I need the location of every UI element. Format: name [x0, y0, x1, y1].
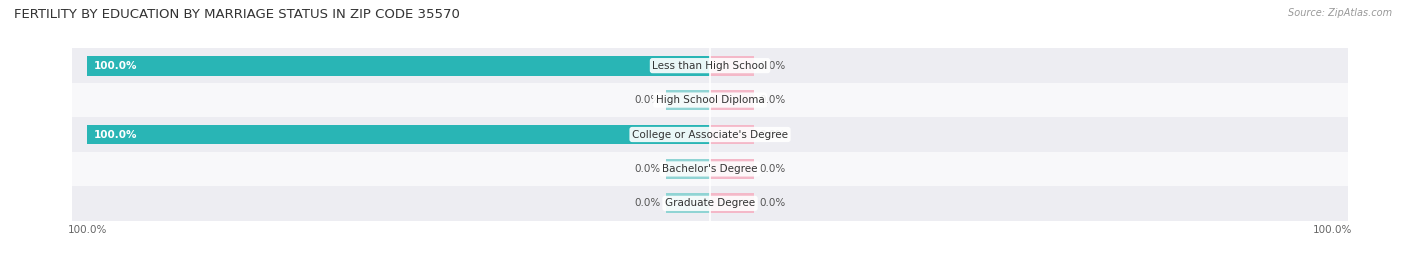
Text: Source: ZipAtlas.com: Source: ZipAtlas.com: [1288, 8, 1392, 18]
Bar: [710, 193, 754, 213]
Text: 0.0%: 0.0%: [759, 129, 786, 140]
Text: Bachelor's Degree: Bachelor's Degree: [662, 164, 758, 174]
Text: College or Associate's Degree: College or Associate's Degree: [633, 129, 787, 140]
Text: 0.0%: 0.0%: [634, 95, 661, 105]
Bar: [72, 117, 1348, 152]
Bar: [666, 193, 710, 213]
Bar: [710, 125, 754, 144]
Text: High School Diploma: High School Diploma: [655, 95, 765, 105]
Bar: [666, 159, 710, 179]
Bar: [72, 152, 1348, 186]
Text: Less than High School: Less than High School: [652, 61, 768, 71]
Bar: [87, 125, 710, 144]
Bar: [710, 159, 754, 179]
Bar: [72, 186, 1348, 221]
Text: 100.0%: 100.0%: [94, 61, 138, 71]
Text: FERTILITY BY EDUCATION BY MARRIAGE STATUS IN ZIP CODE 35570: FERTILITY BY EDUCATION BY MARRIAGE STATU…: [14, 8, 460, 21]
Text: 0.0%: 0.0%: [759, 164, 786, 174]
Text: 0.0%: 0.0%: [759, 61, 786, 71]
Text: 0.0%: 0.0%: [759, 95, 786, 105]
Text: Graduate Degree: Graduate Degree: [665, 198, 755, 208]
Bar: [710, 90, 754, 110]
Text: 0.0%: 0.0%: [634, 198, 661, 208]
Text: 0.0%: 0.0%: [634, 164, 661, 174]
Bar: [87, 56, 710, 76]
Bar: [72, 48, 1348, 83]
Text: 100.0%: 100.0%: [94, 129, 138, 140]
Bar: [666, 90, 710, 110]
Text: 0.0%: 0.0%: [759, 198, 786, 208]
Bar: [710, 56, 754, 76]
Bar: [72, 83, 1348, 117]
